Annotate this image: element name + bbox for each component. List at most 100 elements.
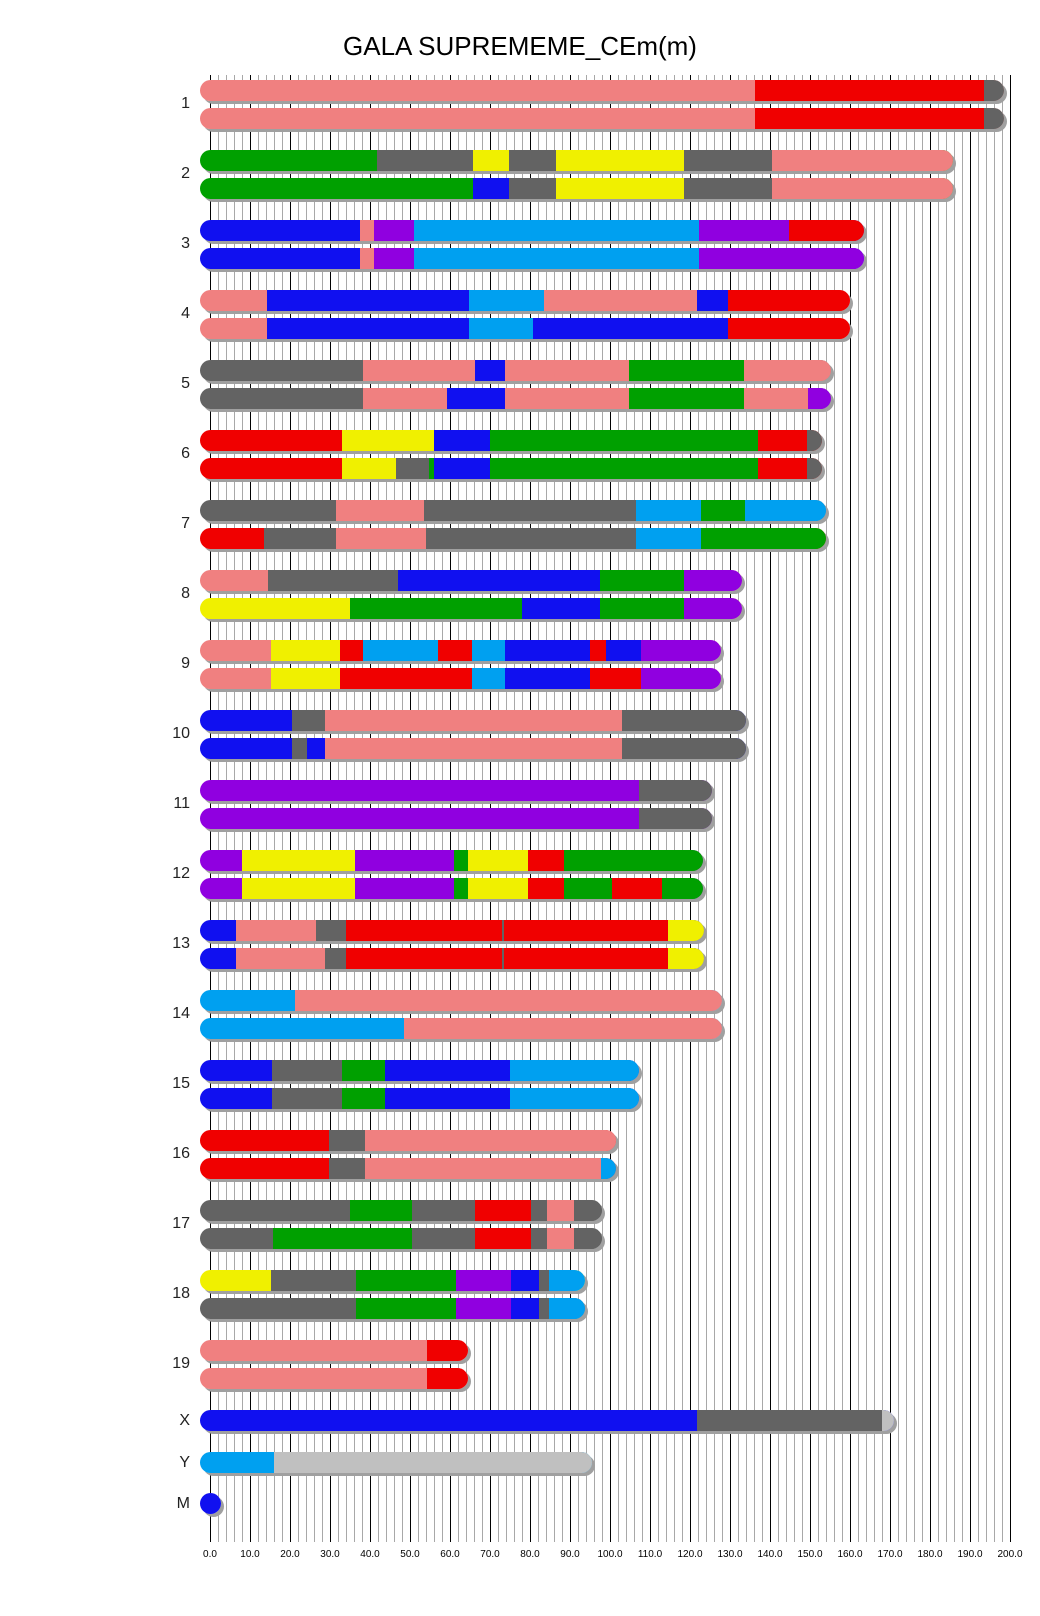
segment bbox=[547, 1200, 574, 1221]
segment bbox=[622, 738, 746, 759]
segment bbox=[446, 388, 506, 409]
chromosome-label: 8 bbox=[181, 585, 190, 602]
segment bbox=[272, 1088, 343, 1109]
x-tick-label: 140.0 bbox=[757, 1549, 783, 1560]
segment bbox=[744, 360, 832, 381]
x-tick-label: 60.0 bbox=[440, 1549, 460, 1560]
chromosome-label: 13 bbox=[172, 935, 190, 952]
chromosome-5-copy-2 bbox=[200, 388, 832, 409]
segment bbox=[472, 668, 506, 689]
segment bbox=[882, 1410, 894, 1431]
segment bbox=[628, 388, 745, 409]
segment bbox=[434, 458, 490, 479]
chromosome-7-copy-2 bbox=[200, 528, 826, 549]
chromosome-11-copy-1 bbox=[200, 780, 712, 801]
x-tick-label: 110.0 bbox=[637, 1549, 663, 1560]
chromosome-4-copy-1 bbox=[200, 290, 850, 311]
x-tick-label: 180.0 bbox=[917, 1549, 943, 1560]
chromosome-label: 7 bbox=[181, 515, 190, 532]
chromosome-14-copy-1 bbox=[200, 990, 723, 1011]
segment bbox=[272, 1060, 343, 1081]
chromosome-label: 6 bbox=[181, 445, 190, 462]
segment bbox=[754, 108, 984, 129]
segment bbox=[474, 1228, 532, 1249]
segment bbox=[611, 878, 663, 899]
segment bbox=[295, 990, 723, 1011]
segment bbox=[757, 430, 807, 451]
segment bbox=[385, 1088, 510, 1109]
segment bbox=[983, 80, 1004, 101]
segment bbox=[983, 108, 1004, 129]
chromosome-label: Y bbox=[179, 1454, 190, 1471]
segment bbox=[359, 220, 374, 241]
segment bbox=[342, 1088, 386, 1109]
segment bbox=[374, 248, 414, 269]
chromosome-12-copy-2 bbox=[200, 878, 703, 899]
segment bbox=[355, 1270, 457, 1291]
chromosome-label: M bbox=[176, 1495, 190, 1512]
segment bbox=[547, 1228, 574, 1249]
chromosome-4-copy-2 bbox=[200, 318, 850, 339]
chromosome-12-copy-1 bbox=[200, 850, 703, 871]
segment bbox=[342, 1060, 386, 1081]
segment bbox=[754, 80, 984, 101]
minor-gridline bbox=[738, 75, 739, 1542]
segment bbox=[757, 458, 807, 479]
segment bbox=[622, 710, 746, 731]
segment bbox=[684, 150, 772, 171]
segment bbox=[806, 458, 823, 479]
segment bbox=[699, 248, 864, 269]
segment bbox=[241, 850, 355, 871]
segment bbox=[345, 948, 502, 969]
segment bbox=[267, 290, 470, 311]
segment bbox=[744, 388, 808, 409]
segment bbox=[364, 1130, 616, 1151]
minor-gridline bbox=[786, 75, 787, 1542]
segment bbox=[270, 668, 340, 689]
segment bbox=[354, 850, 454, 871]
chromosome-18-copy-1 bbox=[200, 1270, 586, 1291]
minor-gridline bbox=[818, 75, 819, 1542]
minor-gridline bbox=[922, 75, 923, 1542]
segment bbox=[563, 850, 703, 871]
segment bbox=[354, 878, 454, 899]
segment bbox=[340, 668, 472, 689]
chromosome-18-copy-2 bbox=[200, 1298, 586, 1319]
chromosome-label: 2 bbox=[181, 165, 190, 182]
segment bbox=[363, 360, 475, 381]
chromosome-3-copy-2 bbox=[200, 248, 864, 269]
segment bbox=[505, 640, 590, 661]
major-gridline bbox=[890, 75, 891, 1542]
segment bbox=[291, 710, 326, 731]
x-tick-label: 100.0 bbox=[597, 1549, 623, 1560]
segment bbox=[425, 528, 637, 549]
segment bbox=[509, 1060, 640, 1081]
segment bbox=[573, 1228, 602, 1249]
x-tick-label: 30.0 bbox=[320, 1549, 340, 1560]
segment bbox=[345, 920, 502, 941]
chromosome-label: 5 bbox=[181, 375, 190, 392]
chromosome-9-copy-2 bbox=[200, 668, 722, 689]
chromosome-5-copy-1 bbox=[200, 360, 832, 381]
segment bbox=[472, 640, 506, 661]
minor-gridline bbox=[906, 75, 907, 1542]
chromosome-label: 10 bbox=[172, 725, 190, 742]
segment bbox=[772, 178, 954, 199]
x-tick-label: 130.0 bbox=[717, 1549, 743, 1560]
segment bbox=[270, 1270, 356, 1291]
segment bbox=[606, 640, 642, 661]
segment bbox=[200, 1340, 468, 1361]
segment bbox=[527, 878, 564, 899]
chromosome-7-copy-1 bbox=[200, 500, 826, 521]
segment bbox=[268, 570, 398, 591]
segment bbox=[411, 1228, 475, 1249]
segment bbox=[808, 388, 832, 409]
segment bbox=[473, 178, 509, 199]
segment bbox=[453, 850, 468, 871]
segment bbox=[501, 920, 505, 941]
segment bbox=[563, 878, 612, 899]
segment bbox=[667, 948, 704, 969]
segment bbox=[456, 1298, 511, 1319]
segment bbox=[395, 458, 429, 479]
chromosome-label: 11 bbox=[173, 795, 190, 812]
